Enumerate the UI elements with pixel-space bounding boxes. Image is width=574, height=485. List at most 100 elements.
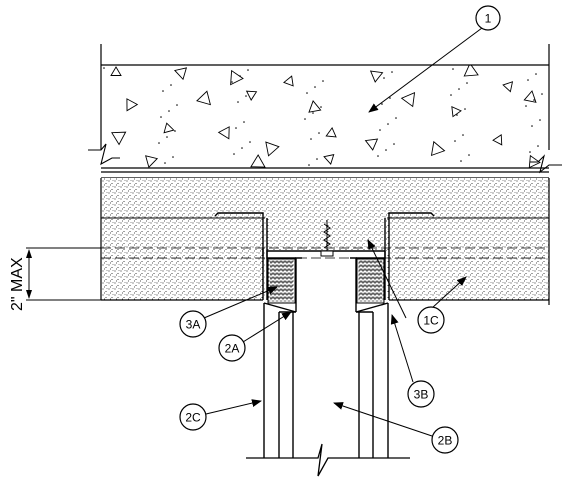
aggregate-mark [163,122,175,134]
deflection-channel [266,250,386,312]
concrete-dot [247,69,249,71]
concrete-dot [316,158,318,160]
concrete-dot [168,110,170,112]
concrete-dot [164,162,166,164]
concrete-dot [162,90,164,92]
concrete-dot [466,82,468,84]
callout-1: 1 [368,5,501,113]
sealant-packing [267,258,385,304]
concrete-dot [170,84,172,86]
aggregate-mark [283,75,294,87]
concrete-dot [454,140,456,142]
gypsum-wall [263,302,389,458]
aggregate-mark [364,138,379,151]
concrete-dot [172,156,174,158]
concrete-dot [391,71,393,73]
aggregate-mark [451,106,462,118]
aggregate-mark [265,141,280,157]
aggregate-mark [430,140,446,157]
concrete-dot [468,154,470,156]
ceiling-runner [214,212,435,300]
concrete-dot [233,153,235,155]
fastener [320,220,334,257]
concrete-dot [241,147,243,149]
concrete-dot [377,155,379,157]
dimension-label: 2" MAX [9,257,26,311]
concrete-dot [385,149,387,151]
callout-3a: 3A [179,286,278,338]
aggregate-mark [523,90,537,103]
aggregate-mark [492,134,503,146]
concrete-dot [529,151,531,153]
dashed-reference-lines [101,247,549,259]
concrete-dot [237,101,239,103]
callout-3a-label: 3A [186,318,201,332]
concrete-dot [249,141,251,143]
concrete-dot [452,68,454,70]
concrete-dot [535,73,537,75]
concrete-dot [527,79,529,81]
callout-1c: 1C [367,239,467,334]
concrete-dot [312,112,314,114]
concrete-dot [174,130,176,132]
aggregate-mark [126,98,139,112]
concrete-dot [306,92,308,94]
concrete-dot [176,104,178,106]
concrete-dot [531,125,533,127]
concrete-dot [458,88,460,90]
concrete-dot [462,134,464,136]
deck-lines [101,171,549,179]
concrete-dot [243,121,245,123]
aggregate-mark [323,154,335,165]
concrete-dot [387,123,389,125]
aggregate-mark [111,131,127,146]
concrete-dot [304,118,306,120]
aggregate-mark [250,154,266,168]
concrete-dot [239,75,241,77]
concrete-dot [322,80,324,82]
callout-2b: 2B [333,402,459,454]
concrete-dot [314,86,316,88]
callout-3b-label: 3B [414,388,429,402]
callout-1-label: 1 [485,12,492,26]
aggregate-mark [400,92,416,108]
aggregate-mark [145,155,159,168]
concrete-dot [383,77,385,79]
concrete-dot [320,106,322,108]
concrete-dot [460,160,462,162]
aggregate-mark [463,65,479,77]
aggregate-mark [308,100,322,113]
concrete-floor-slab [88,44,562,174]
concrete-dot [389,97,391,99]
concrete-dot [541,93,543,95]
aggregate-mark [110,66,122,76]
concrete-dot [381,103,383,105]
wall-break-line [246,443,410,477]
concrete-dot [525,105,527,107]
aggregate-mark [325,126,337,138]
callout-3b: 3B [390,314,435,408]
concrete-dot [533,99,535,101]
aggregate-mark [528,154,541,168]
aggregate-mark [245,90,258,101]
aggregate-mark [217,126,230,140]
concrete-dot [456,114,458,116]
callout-2c: 2C [179,399,262,431]
concrete-dot [103,67,105,69]
aggregate-mark [196,90,212,106]
concrete-dot [539,119,541,121]
aggregate-mark [369,70,384,83]
aggregate-mark [173,67,188,81]
concrete-dot [166,136,168,138]
callout-1c-label: 1C [423,314,439,328]
concrete-dot [245,95,247,97]
callout-2b-label: 2B [438,434,453,448]
concrete-dot [308,164,310,166]
concrete-dot [158,142,160,144]
concrete-dot [310,138,312,140]
concrete-dot [464,108,466,110]
concrete-dot [393,143,395,145]
dimension-2in-max: 2" MAX [9,247,101,311]
